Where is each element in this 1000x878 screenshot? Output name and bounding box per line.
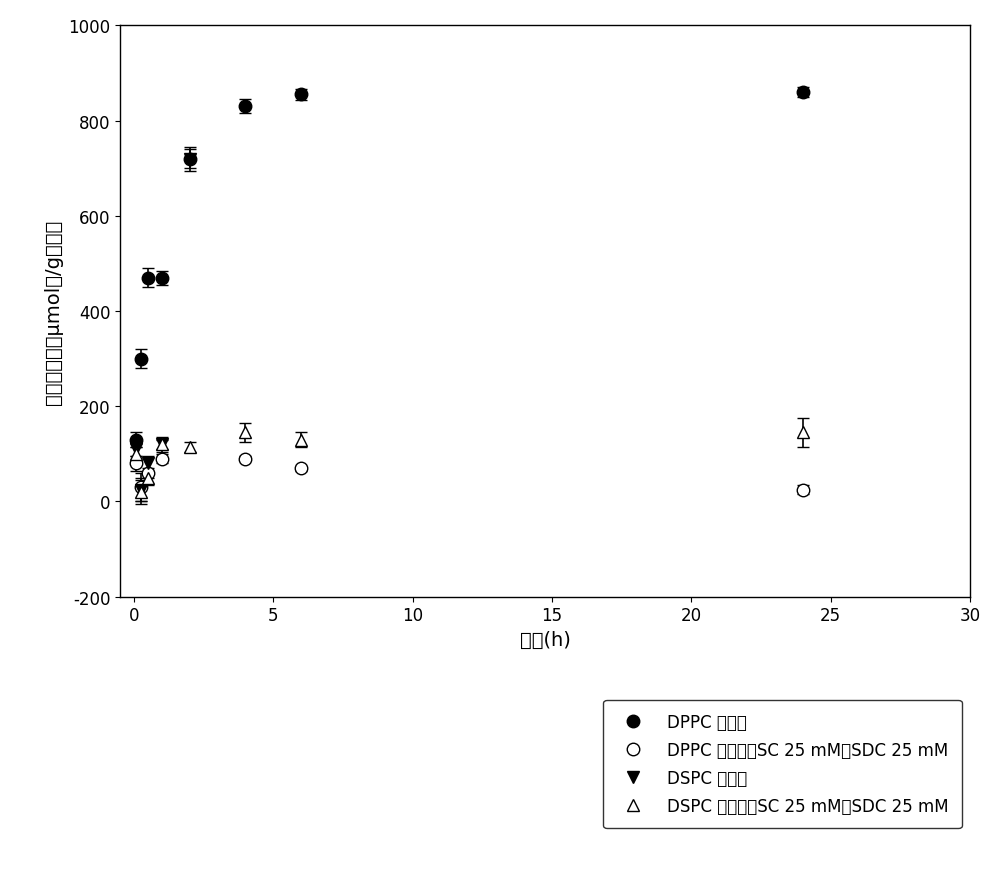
Y-axis label: 氨捕获能力（μmol氨/g脂质）: 氨捕获能力（μmol氨/g脂质） (44, 220, 63, 404)
X-axis label: 时间(h): 时间(h) (520, 630, 570, 649)
Legend: DPPC 脂质体, DPPC 脂质体＋SC 25 mM＋SDC 25 mM, DSPC 脂质体, DSPC 脂质体＋SC 25 mM＋SDC 25 mM: DPPC 脂质体, DPPC 脂质体＋SC 25 mM＋SDC 25 mM, D… (603, 700, 962, 829)
